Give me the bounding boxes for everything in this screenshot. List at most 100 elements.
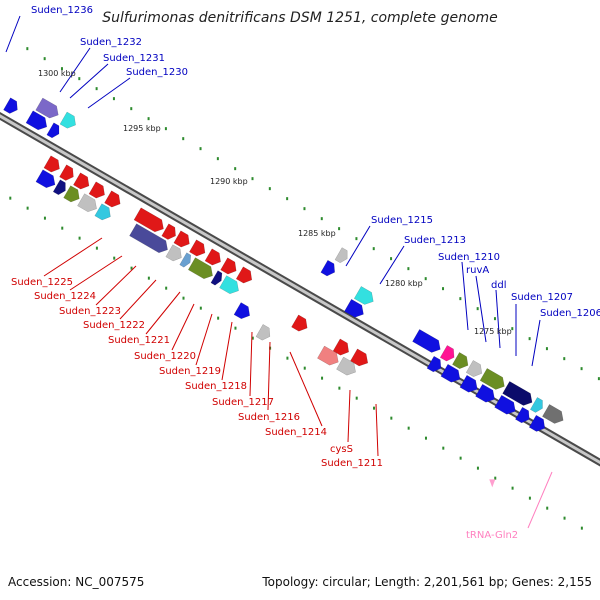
- gene-arrow[interactable]: [475, 383, 495, 403]
- gene-arrow[interactable]: [479, 368, 505, 390]
- gene-label-bottom[interactable]: Suden_1222: [83, 320, 145, 331]
- gene-arrow[interactable]: [63, 185, 80, 203]
- gene-label-bottom[interactable]: Suden_1223: [59, 306, 121, 317]
- gene-label-bottom[interactable]: Suden_1219: [159, 366, 221, 377]
- gene-arrow[interactable]: [502, 381, 533, 406]
- leader-line: [347, 389, 351, 443]
- tick-dot: [407, 267, 410, 271]
- gene-label-top[interactable]: Suden_1210: [438, 252, 500, 263]
- tick-dot: [424, 436, 427, 440]
- gene-arrow[interactable]: [220, 257, 237, 275]
- gene-arrow[interactable]: [440, 363, 461, 383]
- gene-label-bottom[interactable]: Suden_1214: [265, 427, 327, 438]
- tick-dot: [580, 367, 583, 371]
- gene-label-top[interactable]: Suden_1207: [511, 292, 573, 303]
- gene-arrow[interactable]: [133, 207, 164, 233]
- leader-line: [69, 63, 109, 99]
- gene-arrow[interactable]: [173, 230, 190, 248]
- gene-label-top[interactable]: Suden_1231: [103, 53, 165, 64]
- gene-arrow[interactable]: [46, 122, 60, 139]
- gene-arrow[interactable]: [344, 298, 364, 318]
- gene-label-bottom[interactable]: Suden_1221: [108, 335, 170, 346]
- gene-arrow[interactable]: [529, 397, 543, 413]
- gene-label-bottom[interactable]: Suden_1218: [185, 381, 247, 392]
- gene-label-top[interactable]: Suden_1206: [540, 308, 600, 319]
- gene-arrow[interactable]: [542, 404, 564, 424]
- gene-arrow[interactable]: [219, 275, 239, 295]
- gene-label-top[interactable]: ruvA: [466, 265, 489, 276]
- gene-arrow[interactable]: [320, 259, 335, 277]
- tick-dot: [476, 307, 479, 311]
- gene-arrow[interactable]: [165, 244, 182, 262]
- gene-arrow[interactable]: [88, 181, 105, 199]
- tick-dot: [95, 87, 98, 91]
- gene-arrow[interactable]: [494, 394, 516, 415]
- gene-arrow[interactable]: [35, 97, 59, 119]
- gene-label-bottom[interactable]: Suden_1225: [11, 277, 73, 288]
- gene-arrow[interactable]: [452, 352, 469, 369]
- tick-dot: [476, 466, 479, 470]
- gene-arrow[interactable]: [35, 169, 56, 189]
- leader-line: [171, 303, 195, 351]
- gene-arrow[interactable]: [187, 257, 213, 280]
- tick-dot: [355, 237, 358, 241]
- gene-arrow[interactable]: [161, 223, 176, 240]
- tick-dot: [182, 137, 185, 141]
- gene-arrow[interactable]: [25, 110, 48, 131]
- gene-label-top[interactable]: Suden_1213: [404, 235, 466, 246]
- gene-arrow[interactable]: [291, 314, 308, 332]
- gene-arrow[interactable]: [59, 111, 76, 129]
- gene-label-top[interactable]: Suden_1230: [126, 67, 188, 78]
- gene-arrow[interactable]: [353, 286, 374, 305]
- tick-dot: [60, 67, 63, 71]
- gene-label-bottom[interactable]: Suden_1216: [238, 412, 300, 423]
- gene-arrow[interactable]: [465, 360, 483, 377]
- gene-arrow[interactable]: [350, 348, 369, 367]
- gene-arrow[interactable]: [336, 356, 356, 376]
- gene-arrow[interactable]: [52, 179, 66, 196]
- gene-arrow[interactable]: [255, 324, 271, 341]
- gene-arrow[interactable]: [515, 406, 530, 424]
- gene-arrow[interactable]: [233, 302, 250, 320]
- gene-arrow[interactable]: [189, 239, 206, 257]
- gene-arrow[interactable]: [59, 164, 74, 181]
- leader-line: [495, 289, 501, 349]
- gene-arrow[interactable]: [179, 252, 192, 268]
- gene-arrow[interactable]: [412, 329, 441, 353]
- gene-label-bottom[interactable]: Suden_1211: [321, 458, 383, 469]
- tick-dot: [147, 276, 150, 280]
- gene-arrow[interactable]: [210, 270, 223, 286]
- gene-label-bottom[interactable]: cysS: [330, 444, 353, 455]
- gene-arrow[interactable]: [334, 247, 348, 264]
- gene-arrow[interactable]: [43, 155, 60, 173]
- tick-dot: [597, 377, 600, 381]
- gene-arrow[interactable]: [459, 374, 478, 393]
- gene-label-top[interactable]: Suden_1215: [371, 215, 433, 226]
- gene-arrow[interactable]: [94, 203, 111, 221]
- gene-arrow[interactable]: [426, 355, 442, 373]
- gene-label-bottom[interactable]: Suden_1224: [34, 291, 96, 302]
- gene-label-bottom[interactable]: Suden_1217: [212, 397, 274, 408]
- tick-dot: [112, 97, 115, 101]
- tick-dot: [390, 416, 393, 420]
- tick-dot: [286, 356, 289, 360]
- gene-label-bottom[interactable]: Suden_1220: [134, 351, 196, 362]
- trna-marker[interactable]: [489, 479, 496, 488]
- gene-arrow[interactable]: [204, 248, 221, 266]
- gene-arrow[interactable]: [317, 345, 339, 366]
- gene-label-top[interactable]: Suden_1232: [80, 37, 142, 48]
- tick-dot: [442, 446, 445, 450]
- gene-arrow[interactable]: [104, 190, 121, 208]
- gene-arrow[interactable]: [528, 414, 546, 432]
- gene-arrow[interactable]: [77, 193, 97, 213]
- gene-label-trna[interactable]: tRNA-Gln2: [466, 530, 518, 541]
- gene-label-top[interactable]: Suden_1236: [31, 5, 93, 16]
- gene-arrow[interactable]: [129, 223, 168, 254]
- gene-arrow[interactable]: [332, 338, 349, 356]
- gene-arrow[interactable]: [235, 266, 253, 284]
- gene-label-top[interactable]: ddl: [491, 280, 506, 291]
- gene-arrow[interactable]: [73, 172, 90, 190]
- gene-arrow[interactable]: [3, 97, 18, 114]
- gene-arrow[interactable]: [439, 345, 455, 362]
